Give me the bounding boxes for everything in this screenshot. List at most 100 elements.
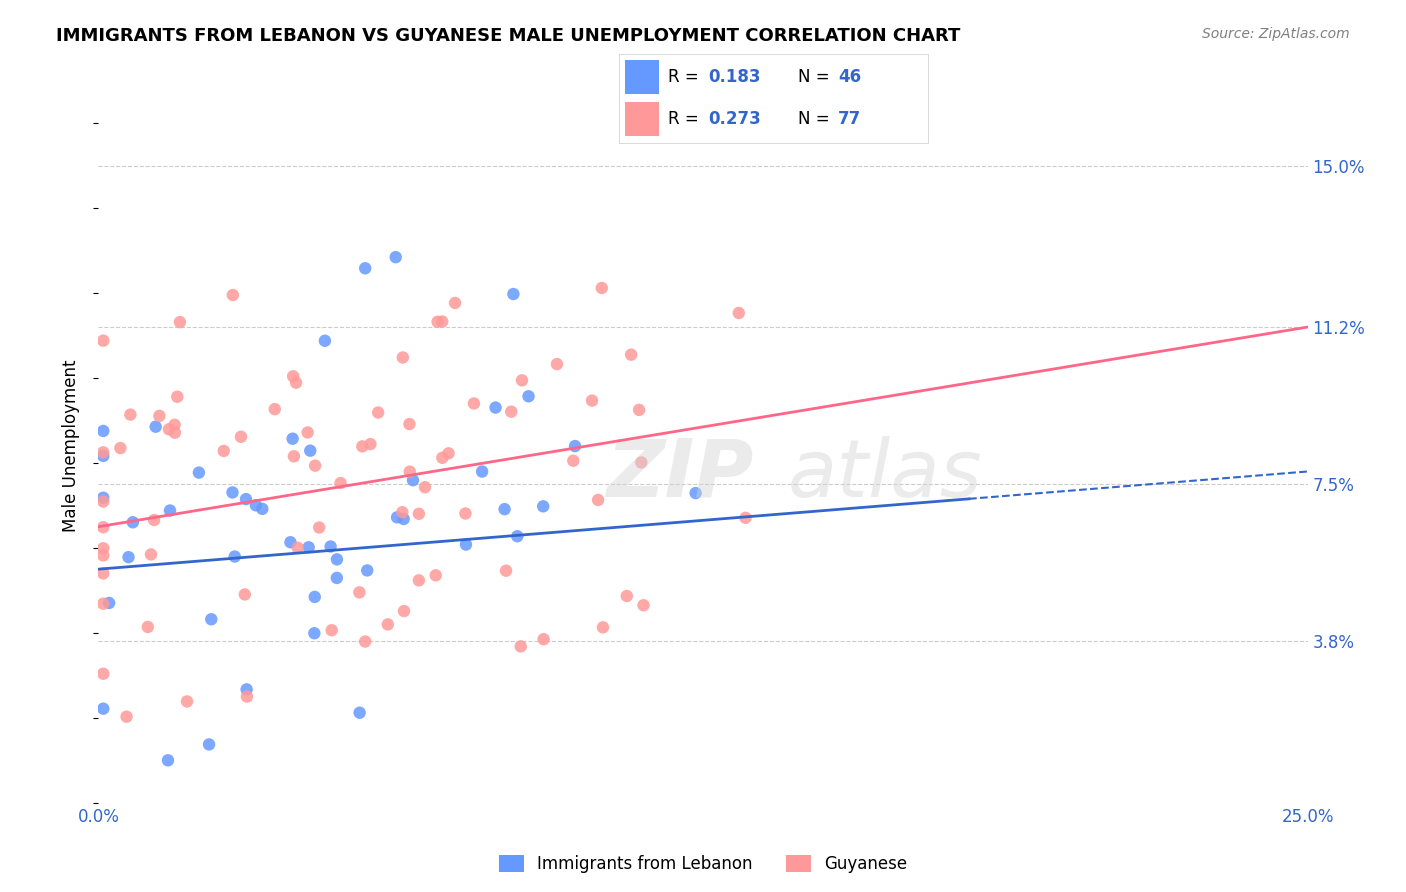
Point [159,503,181,517]
Point [517,389,540,403]
Point [166,390,188,404]
Point [620,348,643,362]
Point [91,701,114,715]
Text: N =: N = [799,68,835,86]
Point [98,596,121,610]
Point [187,466,209,480]
Point [509,640,531,654]
Point [252,501,274,516]
Point [432,450,454,465]
Point [408,574,430,588]
Text: R =: R = [668,110,704,128]
Bar [624,102,659,136]
Point [283,450,305,464]
Point [354,261,377,276]
Point [281,432,304,446]
Point [408,507,430,521]
Point [308,520,330,534]
Point [384,250,406,264]
Point [304,590,326,604]
Point [398,465,420,479]
Text: IMMIGRANTS FROM LEBANON VS GUYANESE MALE UNEMPLOYMENT CORRELATION CHART: IMMIGRANTS FROM LEBANON VS GUYANESE MALE… [56,27,960,45]
Point [91,666,114,681]
Point [398,417,420,431]
Point [224,549,246,564]
Point [437,446,460,460]
Point [531,500,554,514]
Point [501,404,523,418]
Point [91,494,114,508]
Point [354,634,377,648]
Point [91,445,114,459]
Point [229,430,252,444]
Point [298,541,321,555]
Point [352,439,374,453]
Point [562,453,585,467]
Point [285,376,308,390]
Point [630,455,652,469]
Point [319,540,342,554]
Point [287,541,309,555]
Point [377,617,399,632]
Point [304,626,326,640]
Point [280,535,302,549]
Point [91,424,114,438]
Point [494,502,516,516]
Point [426,315,449,329]
Point [148,409,170,423]
Point [329,476,352,491]
Y-axis label: Male Unemployment: Male Unemployment [62,359,80,533]
Legend: Immigrants from Lebanon, Guyanese: Immigrants from Lebanon, Guyanese [492,848,914,880]
Point [581,393,603,408]
Text: R =: R = [668,68,704,86]
Point [245,498,267,512]
Point [402,473,425,487]
Point [283,369,305,384]
Point [425,568,447,582]
Point [233,587,256,601]
Point [454,537,477,551]
Point [91,566,114,581]
Text: 0.273: 0.273 [709,110,761,128]
Point [91,549,114,563]
Point [685,486,707,500]
Point [139,548,162,562]
Text: 0.183: 0.183 [709,68,761,86]
Point [163,425,186,440]
Point [502,287,524,301]
Point [91,334,114,348]
Point [117,550,139,565]
Point [463,396,485,410]
Point [392,351,415,365]
Point [506,529,529,543]
Point [616,589,638,603]
Point [564,439,586,453]
Point [367,405,389,419]
Point [235,682,257,697]
Text: Source: ZipAtlas.com: Source: ZipAtlas.com [1202,27,1350,41]
Point [586,492,609,507]
Point [91,520,114,534]
Point [454,507,477,521]
Point [156,753,179,767]
Point [222,288,245,302]
Point [157,422,180,436]
Point [592,620,614,634]
Point [495,564,517,578]
Point [91,597,114,611]
Point [236,690,259,704]
Point [143,513,166,527]
Point [359,437,381,451]
Point [91,541,114,556]
Point [628,402,651,417]
Text: atlas: atlas [787,435,983,514]
Point [91,491,114,505]
Point [471,465,494,479]
Point [633,599,655,613]
Bar [624,60,659,94]
Point [169,315,191,329]
Point [392,604,415,618]
Point [349,585,371,599]
Point [533,632,555,647]
Point [326,552,349,566]
